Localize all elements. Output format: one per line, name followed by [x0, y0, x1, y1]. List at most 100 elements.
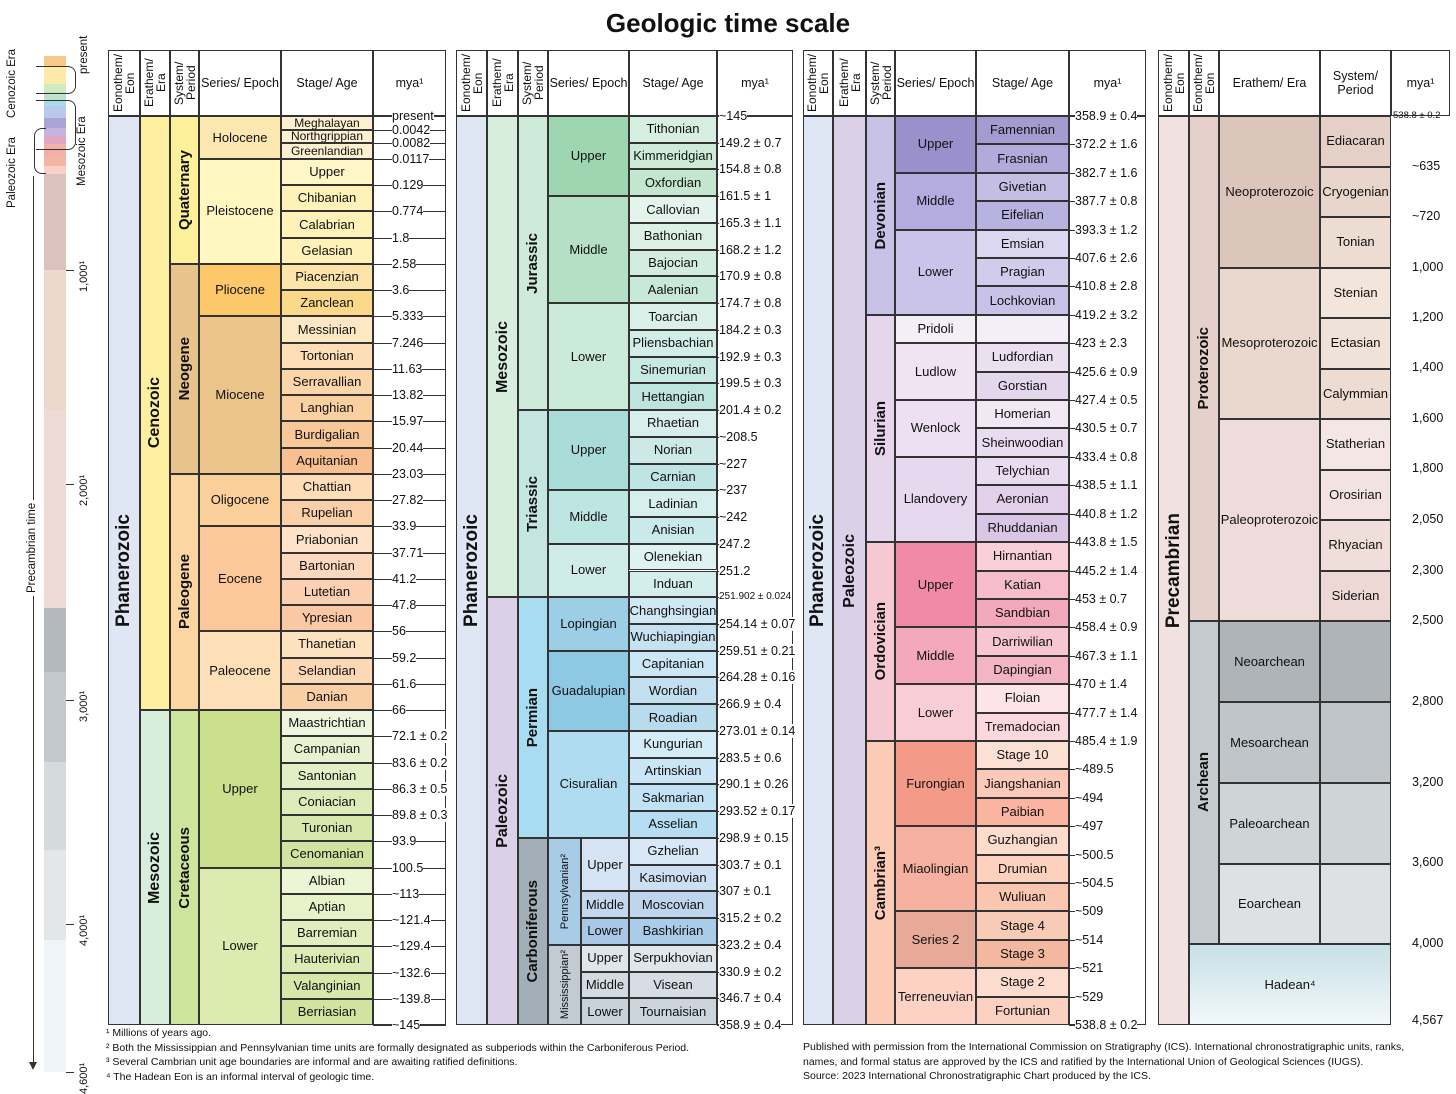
- p4-era-cell-label: Eoarchean: [1238, 896, 1301, 911]
- p3-mya-label: 358.9 ± 0.4: [1075, 109, 1138, 123]
- p3-epoch-cell: Ludlow: [895, 343, 976, 401]
- p1-mya-label: 100.5: [392, 860, 424, 875]
- p4-period-cell: Ediacaran: [1320, 116, 1391, 167]
- p4-header-mya: mya¹: [1391, 50, 1450, 116]
- p2-mya-label: 264.28 ± 0.16: [719, 670, 796, 685]
- p4-period-cell-label: Calymmian: [1322, 385, 1388, 401]
- p2-age-cell-label: Hettangian: [641, 388, 705, 404]
- p4-era-cell-label: Mesoarchean: [1230, 734, 1309, 750]
- p2-header-era-label: Erathem/ Era: [489, 58, 516, 108]
- p3-mya-tick: [1069, 740, 1077, 742]
- p3-mya-label: 440.8 ± 1.2: [1075, 506, 1138, 521]
- p3-period-cell-label: Devonian: [871, 181, 889, 250]
- p1-age-cell-label: Maastrichtian: [288, 715, 366, 731]
- p3-mya-tick: [1069, 343, 1077, 345]
- p3-header-period: System/ Period: [866, 50, 895, 116]
- sidebar-band: [44, 156, 66, 166]
- p1-age-cell-label: Santonian: [297, 767, 357, 783]
- p3-epoch-cell-label: Ludlow: [914, 363, 957, 379]
- p3-epoch-cell-label: Upper: [917, 136, 954, 152]
- p2-mya-label: 247.2: [719, 536, 751, 551]
- p4-era-cell-label: Neoproterozoic: [1225, 183, 1314, 199]
- p3-mya-tick: [1069, 570, 1077, 572]
- sidebar-band: [44, 92, 66, 100]
- sidebar-band: [44, 672, 66, 762]
- p1-age-cell-label: Aquitanian: [296, 452, 358, 468]
- p1-period-cell: Neogene: [170, 263, 199, 474]
- p2-epoch-cell: Lower: [581, 998, 629, 1025]
- p2-age-cell: Capitanian: [629, 650, 717, 678]
- p1-age-cell: Upper: [281, 159, 373, 186]
- p3-mya-tick: [1069, 144, 1077, 146]
- p2-mya-label: 293.52 ± 0.17: [719, 804, 796, 819]
- p2-age-cell: Wuchiapingian: [629, 623, 717, 651]
- p3-age-cell-label: Pragian: [1000, 264, 1045, 280]
- p3-age-cell: Stage 4: [976, 911, 1069, 940]
- p1-epoch-cell: Upper: [199, 710, 281, 868]
- p2-mya-label: 259.51 ± 0.21: [719, 643, 796, 658]
- p1-era-cell: Mesozoic: [140, 710, 170, 1025]
- p1-mya-label: 23.03: [392, 466, 424, 481]
- p2-age-cell: Pliensbachian: [629, 329, 717, 357]
- p1-mya-label: 41.2: [392, 571, 417, 586]
- p3-mya-label: 425.6 ± 0.9: [1075, 364, 1138, 379]
- p2-age-cell-label: Kimmeridgian: [633, 148, 713, 164]
- p3-age-cell: Darriwilian: [976, 627, 1069, 656]
- p3-age-cell-label: Frasnian: [997, 150, 1048, 166]
- p1-header-age: Stage/ Age: [281, 50, 373, 116]
- p3-age-cell: Stage 10: [976, 740, 1069, 770]
- p3-mya-label: 423 ± 2.3: [1075, 336, 1128, 351]
- p2-age-cell: Artinskian: [629, 757, 717, 785]
- p2-epoch-cell-label: Guadalupian: [551, 682, 626, 698]
- p3-age-cell: Katian: [976, 570, 1069, 599]
- sidebar-band: [44, 608, 66, 672]
- p1-age-cell-label: Chibanian: [297, 190, 357, 206]
- p3-mya-tick: [1069, 1025, 1077, 1026]
- p3-age-cell-label: Jiangshanian: [984, 775, 1061, 791]
- p1-mya-label: ~145: [392, 1018, 421, 1032]
- p3-epoch-cell: Terreneuvian: [895, 968, 976, 1025]
- p3-epoch-cell-label: Lower: [917, 704, 954, 720]
- p3-mya-label: ~497: [1075, 819, 1104, 834]
- p2-mya-label: 199.5 ± 0.3: [719, 376, 782, 391]
- p2-mya-label: 315.2 ± 0.2: [719, 911, 782, 926]
- p2-age-cell-label: Wordian: [648, 682, 698, 698]
- p3-mya-label: 538.8 ± 0.2: [1075, 1018, 1138, 1032]
- p3-epoch-cell: Lower: [895, 684, 976, 741]
- p1-age-cell: Tortonian: [281, 342, 373, 369]
- p2-age-cell-label: Visean: [653, 976, 693, 992]
- p1-epoch-cell: Miocene: [199, 316, 281, 474]
- p1-age-cell: Burdigalian: [281, 421, 373, 448]
- p3-mya-tick: [1069, 684, 1077, 686]
- p1-age-cell: Campanian: [281, 736, 373, 763]
- p2-age-cell-label: Olenekian: [643, 549, 703, 565]
- p4-period-cell-label: Siderian: [1331, 587, 1380, 603]
- p1-age-cell-label: Zanclean: [300, 295, 354, 311]
- p4-header-period: System/ Period: [1320, 50, 1391, 116]
- p3-age-cell-label: Hirnantian: [992, 548, 1053, 564]
- p3-epoch-cell-label: Series 2: [911, 931, 960, 947]
- footnote-4: ⁴ The Hadean Eon is an informal interval…: [106, 1070, 375, 1083]
- p1-header-eon-label: Eonothem/ Eon: [111, 53, 137, 113]
- p2-mya-label: 303.7 ± 0.1: [719, 857, 782, 872]
- p3-age-cell: Aeronian: [976, 485, 1069, 514]
- p4-subeon-cell: Proterozoic: [1189, 116, 1219, 621]
- p3-epoch-cell: Miaolingian: [895, 826, 976, 912]
- sidebar-band: [44, 144, 66, 156]
- sidebar-band: [44, 762, 66, 850]
- p1-epoch-cell: Paleocene: [199, 631, 281, 711]
- p1-mya-tick: [373, 290, 446, 292]
- p2-eon-cell: Phanerozoic: [456, 116, 487, 1025]
- p3-age-cell-label: Floian: [1004, 690, 1041, 706]
- sidebar-band: [44, 56, 66, 66]
- p2-age-cell: Kungurian: [629, 730, 717, 758]
- p1-age-cell-label: Cenomanian: [290, 846, 364, 862]
- p2-epoch-cell-label: Cisuralian: [559, 776, 618, 792]
- p2-mya-label: 330.9 ± 0.2: [719, 964, 782, 979]
- p3-mya-tick: [1069, 996, 1077, 998]
- p3-period-cell: Ordovician: [866, 542, 895, 741]
- p3-age-cell: Pragian: [976, 258, 1069, 287]
- p2-epoch-cell-label: Middle: [585, 896, 625, 912]
- p3-age-cell: Eifelian: [976, 201, 1069, 230]
- p3-mya-label: ~529: [1075, 989, 1104, 1004]
